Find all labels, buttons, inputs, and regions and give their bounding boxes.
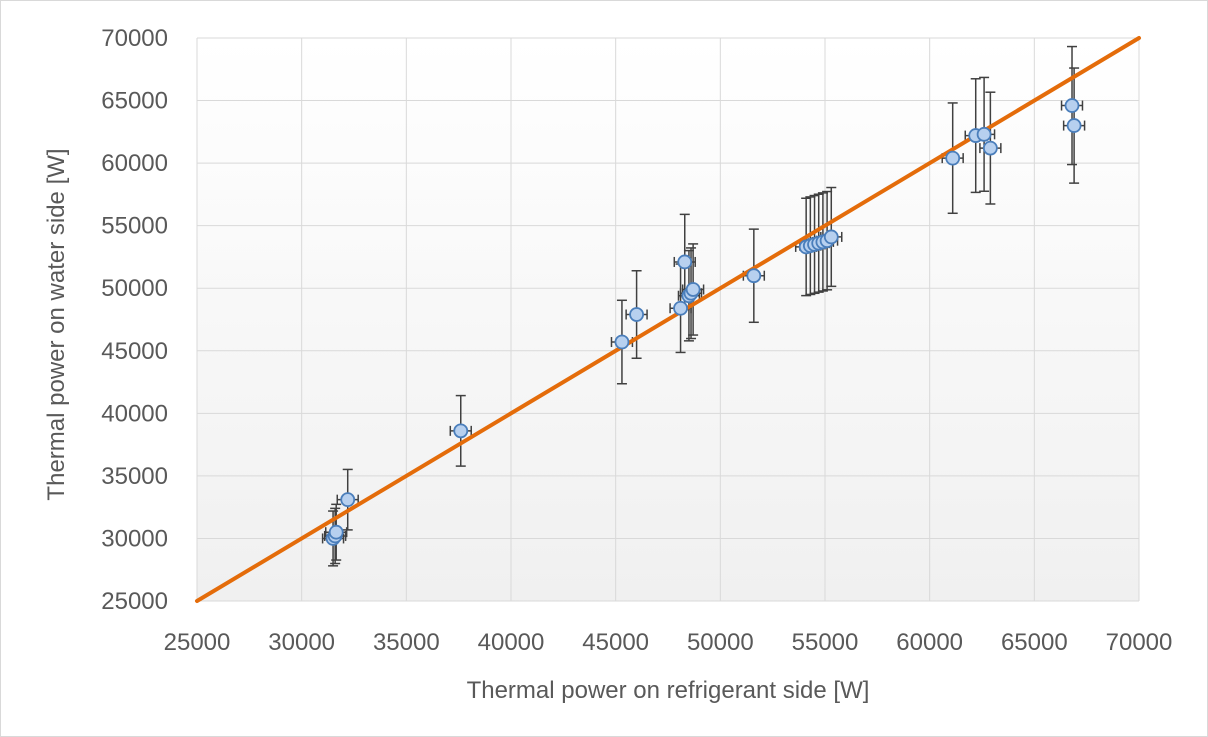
x-tick-label: 60000: [896, 629, 963, 656]
y-tick-label: 55000: [101, 213, 168, 240]
x-tick-label: 25000: [164, 629, 231, 656]
x-axis-title: Thermal power on refrigerant side [W]: [467, 677, 870, 704]
y-tick-label: 35000: [101, 463, 168, 490]
y-tick-label: 30000: [101, 525, 168, 552]
x-tick-label: 50000: [687, 629, 754, 656]
data-point: [982, 140, 998, 156]
y-tick-label: 25000: [101, 588, 168, 615]
data-point: [976, 126, 992, 142]
x-tick-label: 40000: [478, 629, 545, 656]
y-tick-label: 50000: [101, 275, 168, 302]
y-tick-label: 45000: [101, 338, 168, 365]
y-tick-label: 70000: [101, 25, 168, 52]
x-tick-label: 55000: [792, 629, 859, 656]
data-point: [677, 254, 693, 270]
x-tick-label: 35000: [373, 629, 440, 656]
tick-labels: 25000 30000 35000 40000 45000 50000 55000 60000…: [101, 25, 1172, 656]
y-tick-label: 65000: [101, 88, 168, 115]
data-point: [453, 423, 469, 439]
data-point: [945, 150, 961, 166]
data-point: [1066, 118, 1082, 133]
data-point: [823, 229, 839, 245]
y-tick-label: 40000: [101, 400, 168, 427]
data-point: [629, 307, 644, 322]
data-point: [1064, 98, 1080, 113]
data-point: [328, 524, 344, 540]
x-tick-label: 65000: [1001, 629, 1068, 656]
data-point: [614, 334, 630, 350]
gridlines: [196, 37, 1140, 602]
data-point: [673, 300, 688, 316]
x-tick-label: 30000: [268, 629, 335, 656]
y-tick-label: 60000: [101, 150, 168, 177]
data-point: [685, 282, 701, 297]
data-point: [746, 268, 762, 284]
data-points: [325, 98, 1082, 546]
y-axis-title: Thermal power on water side [W]: [43, 148, 70, 500]
x-tick-label: 45000: [582, 629, 649, 656]
x-tick-label: 70000: [1106, 629, 1173, 656]
data-point: [340, 492, 356, 508]
